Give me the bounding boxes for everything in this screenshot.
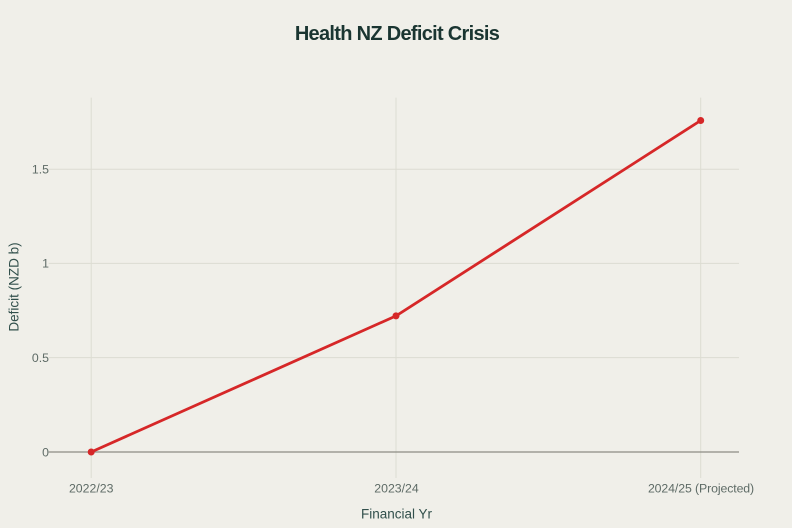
svg-text:0: 0 (42, 445, 49, 459)
svg-text:Financial Yr: Financial Yr (361, 507, 433, 522)
svg-text:0.5: 0.5 (32, 351, 49, 365)
svg-text:Health NZ Deficit Crisis: Health NZ Deficit Crisis (295, 23, 500, 45)
svg-text:2024/25 (Projected): 2024/25 (Projected) (648, 482, 754, 496)
svg-text:1.5: 1.5 (32, 163, 49, 177)
svg-text:2022/23: 2022/23 (69, 482, 114, 496)
svg-text:2023/24: 2023/24 (374, 482, 419, 496)
svg-text:Deficit (NZD b): Deficit (NZD b) (6, 242, 21, 331)
svg-text:1: 1 (42, 257, 49, 271)
